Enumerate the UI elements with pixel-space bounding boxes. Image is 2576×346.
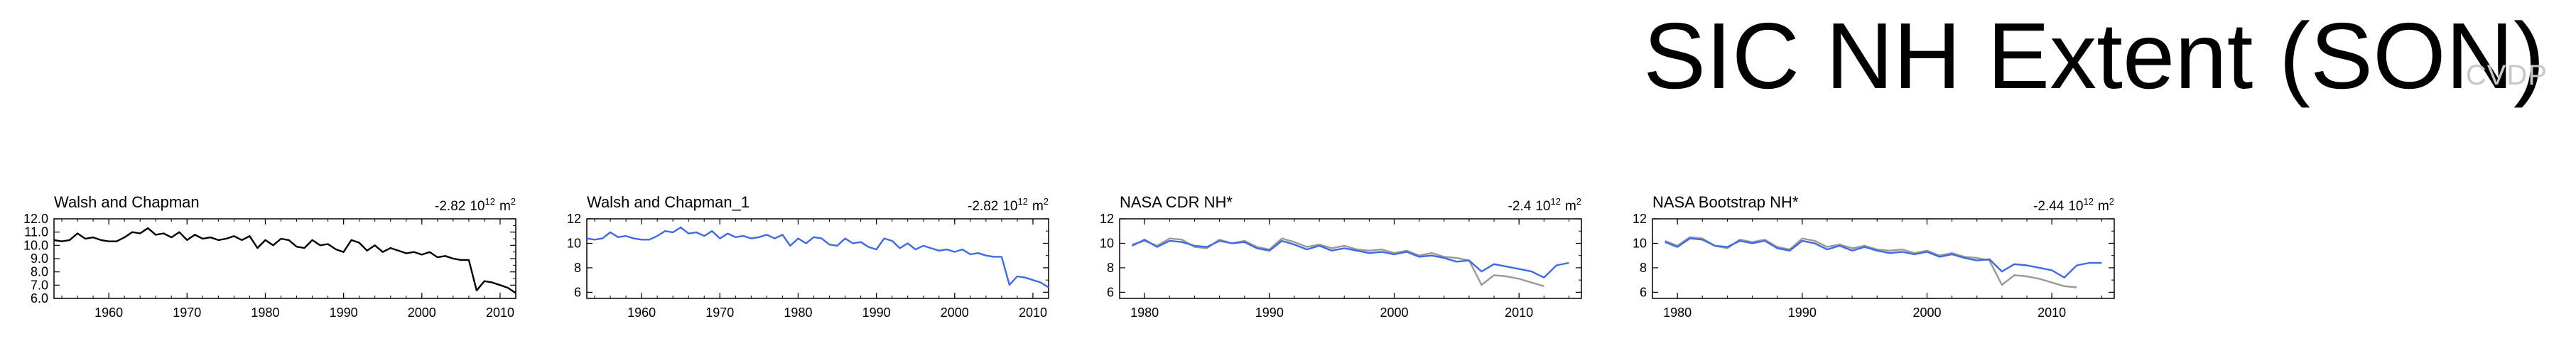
y-tick-label: 12 <box>1633 212 1647 226</box>
trend-label: -2.82 1012 m2 <box>968 196 1049 214</box>
x-tick-label: 2010 <box>1019 306 1047 320</box>
y-tick-label: 12 <box>1100 212 1114 226</box>
y-tick-label: 7.0 <box>31 278 48 292</box>
trend-label: -2.44 1012 m2 <box>2033 196 2114 214</box>
x-tick-label: 1970 <box>705 306 734 320</box>
trend-label: -2.4 1012 m2 <box>1508 196 1581 214</box>
y-tick-label: 12 <box>567 212 581 226</box>
x-tick-label: 2000 <box>941 306 969 320</box>
trend-trend-exp: 12 <box>1017 196 1027 207</box>
trend-trend-unit2: m <box>1565 199 1576 214</box>
y-tick-label: 8.0 <box>31 265 48 279</box>
plot-frame <box>1119 218 1582 299</box>
chart-panel-1: Walsh and Chapman -2.82 1012 m2 6.07.08.09.0… <box>23 193 516 320</box>
y-tick-label: 12.0 <box>23 212 48 226</box>
y-tick-label: 10 <box>1100 236 1114 250</box>
series-line-1 <box>1665 237 2102 279</box>
panel-title: Walsh and Chapman_1 <box>587 193 749 211</box>
y-tick-label: 10 <box>1633 236 1647 250</box>
x-tick-label: 1990 <box>862 306 891 320</box>
x-tick-label: 2010 <box>486 306 514 320</box>
y-tick-label: 6 <box>1640 285 1647 299</box>
y-tick-label: 6.0 <box>31 291 48 306</box>
trend-trend-value: -2.82 <box>968 199 998 214</box>
trend-trend-unit: 10 <box>1002 199 1017 214</box>
trend-trend-exp2: 2 <box>511 196 516 207</box>
trend-trend-exp2: 2 <box>1044 196 1049 207</box>
y-tick-label: 6 <box>1107 285 1114 299</box>
panel-title: NASA CDR NH* <box>1120 193 1233 211</box>
y-tick-label: 10 <box>567 236 581 250</box>
trend-trend-unit2: m <box>1032 199 1044 214</box>
trend-trend-unit: 10 <box>470 199 485 214</box>
y-tick-label: 9.0 <box>31 252 48 266</box>
series-line-1 <box>586 226 1049 288</box>
x-tick-label: 1990 <box>330 306 358 320</box>
y-tick-label: 8 <box>574 261 581 275</box>
panel-title: Walsh and Chapman <box>54 193 200 211</box>
plot-frame <box>1652 218 2115 299</box>
watermark-logo: CVDP <box>2465 60 2548 91</box>
panel-title: NASA Bootstrap NH* <box>1652 193 1799 211</box>
x-tick-label: 2000 <box>1912 306 1941 320</box>
x-tick-label: 1960 <box>627 306 656 320</box>
x-tick-label: 1990 <box>1788 306 1817 320</box>
trend-trend-exp: 12 <box>1550 196 1560 207</box>
x-tick-label: 1990 <box>1255 306 1284 320</box>
x-tick-label: 1980 <box>1130 306 1159 320</box>
y-tick-label: 11.0 <box>24 225 48 239</box>
series-line-1 <box>53 227 516 294</box>
trend-trend-unit: 10 <box>1535 199 1550 214</box>
series-line-1 <box>1132 239 1569 279</box>
x-tick-label: 2010 <box>2037 306 2066 320</box>
trend-trend-exp: 12 <box>2083 196 2093 207</box>
trend-trend-unit2: m <box>499 199 511 214</box>
trend-trend-exp2: 2 <box>2109 196 2114 207</box>
x-tick-label: 1980 <box>784 306 812 320</box>
x-tick-label: 2000 <box>408 306 436 320</box>
y-tick-label: 8 <box>1640 261 1647 275</box>
trend-trend-unit: 10 <box>2068 199 2083 214</box>
trend-trend-value: -2.44 <box>2033 199 2064 214</box>
y-tick-label: 10.0 <box>23 238 48 252</box>
trend-trend-exp: 12 <box>485 196 494 207</box>
trend-label: -2.82 1012 m2 <box>435 196 516 214</box>
x-tick-label: 2000 <box>1380 306 1408 320</box>
series-line-2 <box>1665 236 2077 288</box>
plot-frame <box>586 218 1049 299</box>
trend-trend-value: -2.82 <box>435 199 465 214</box>
x-tick-label: 1980 <box>251 306 279 320</box>
x-tick-label: 1960 <box>94 306 123 320</box>
trend-trend-exp2: 2 <box>1576 196 1581 207</box>
x-tick-label: 2010 <box>1505 306 1533 320</box>
x-tick-label: 1980 <box>1663 306 1692 320</box>
series-line-2 <box>1132 237 1544 287</box>
page-title: SIC NH Extent (SON) <box>1643 4 2545 108</box>
chart-panel-2: Walsh and Chapman_1 -2.82 1012 m26810121960… <box>567 193 1049 320</box>
trend-trend-unit2: m <box>2098 199 2109 214</box>
plot-frame <box>53 218 516 299</box>
y-tick-label: 8 <box>1107 261 1114 275</box>
y-tick-label: 6 <box>574 285 581 299</box>
trend-trend-value: -2.4 <box>1508 199 1532 214</box>
x-tick-label: 1970 <box>173 306 201 320</box>
